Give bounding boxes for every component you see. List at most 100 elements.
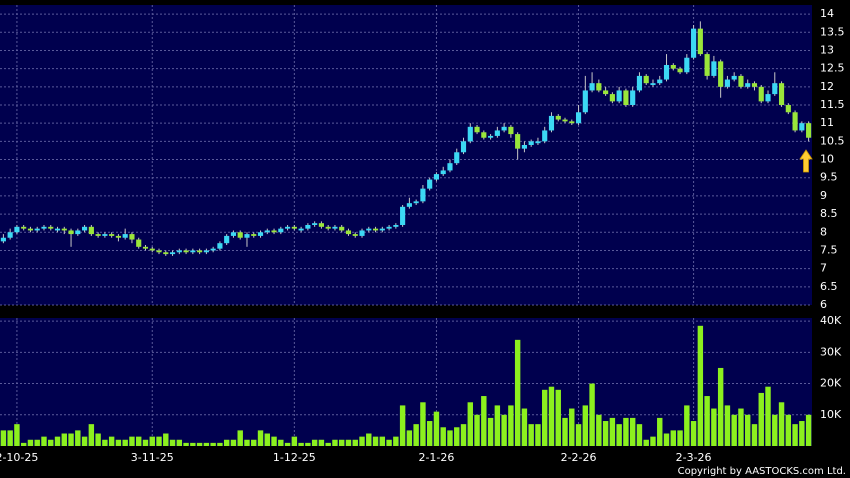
y-tick-label: 8 — [820, 225, 827, 238]
volume-bar — [176, 439, 183, 446]
candle-body — [745, 83, 751, 87]
candle-body — [731, 75, 737, 80]
candle-body — [589, 83, 595, 91]
candle-body — [460, 141, 467, 153]
candle-body — [440, 170, 446, 175]
volume-bar — [501, 414, 507, 446]
candle-body — [34, 228, 40, 231]
volume-bar — [474, 414, 480, 446]
volume-bar — [562, 417, 568, 446]
candle-body — [345, 230, 352, 235]
volume-bar — [799, 421, 805, 446]
candle-body — [650, 83, 656, 85]
volume-bar — [772, 414, 778, 446]
candle-body — [7, 232, 13, 238]
volume-bar — [548, 386, 555, 446]
candle-body — [697, 28, 703, 55]
y2-tick-label: 40K — [820, 314, 842, 327]
volume-bar — [406, 430, 413, 446]
volume-bar — [325, 442, 331, 446]
volume-bar — [345, 439, 352, 446]
volume-bar — [190, 442, 196, 446]
volume-bar — [778, 402, 785, 446]
y-tick-label: 11 — [820, 116, 834, 129]
volume-bar — [447, 430, 453, 446]
candle-body — [406, 203, 412, 207]
volume-bar — [298, 442, 304, 446]
volume-bar — [494, 405, 501, 446]
candle-body — [386, 226, 392, 229]
volume-bar — [264, 433, 270, 446]
volume-bar — [372, 436, 379, 446]
volume-bar — [481, 396, 487, 446]
y-tick-label: 12 — [820, 80, 834, 93]
candle-body — [115, 235, 121, 238]
volume-bar — [244, 439, 250, 446]
volume-bar — [379, 436, 386, 446]
volume-bar — [14, 424, 20, 446]
candle-body — [332, 226, 338, 229]
candle-body — [792, 112, 798, 131]
volume-bar — [318, 439, 325, 446]
y-tick-label: 10 — [820, 153, 834, 166]
volume-bar — [352, 439, 358, 446]
volume-bar — [677, 430, 683, 446]
candle-body — [203, 250, 209, 253]
volume-bar — [108, 436, 115, 446]
candle-body — [82, 226, 88, 231]
volume-bar — [555, 389, 561, 446]
volume-bar — [575, 424, 582, 446]
volume-bar — [535, 424, 541, 446]
candle-body — [217, 243, 223, 249]
volume-bar — [230, 439, 237, 446]
volume-bar — [223, 439, 230, 446]
copyright: Copyright by AASTOCKS.com Ltd. — [678, 466, 846, 477]
candle-body — [569, 121, 575, 124]
candle-body — [501, 126, 507, 131]
candle-body — [663, 65, 670, 80]
volume-bar — [609, 417, 616, 446]
volume-bar — [149, 436, 155, 446]
volume-bar — [169, 439, 176, 446]
candle-body — [264, 230, 270, 233]
volume-bar — [596, 414, 602, 446]
candle-body — [718, 61, 724, 87]
volume-bar — [27, 439, 34, 446]
candle-body — [562, 119, 568, 122]
candle-body — [136, 239, 142, 247]
volume-bar — [420, 402, 426, 446]
volume-bar — [68, 433, 74, 446]
y-tick-label: 13 — [820, 43, 834, 56]
candle-body — [278, 228, 284, 233]
candle-body — [474, 126, 480, 133]
candle-body — [54, 228, 61, 231]
volume-bar — [629, 417, 636, 446]
candle-body — [413, 201, 419, 204]
candle-body — [318, 223, 324, 227]
x-tick-label: 3-11-25 — [131, 451, 174, 464]
candle-body — [122, 234, 128, 238]
volume-bar — [765, 386, 771, 446]
candle-body — [494, 130, 500, 136]
candle-body — [521, 145, 527, 149]
volume-bar — [34, 439, 40, 446]
candle-body — [677, 68, 683, 73]
volume-panel — [0, 318, 812, 446]
volume-bar — [393, 436, 399, 446]
candle-body — [582, 90, 588, 113]
volume-bar — [311, 439, 318, 446]
volume-bar — [386, 439, 392, 446]
volume-bar — [210, 442, 216, 446]
x-tick-label: 2-1-26 — [418, 451, 454, 464]
candle-body — [420, 188, 426, 202]
candle-body — [95, 234, 101, 236]
volume-bar — [589, 383, 595, 446]
volume-bar — [697, 325, 704, 446]
volume-bar — [122, 439, 128, 446]
candle-body — [183, 250, 189, 253]
volume-bar — [305, 442, 311, 446]
volume-bar — [440, 427, 446, 446]
volume-bar — [75, 430, 81, 446]
price-panel — [0, 5, 812, 305]
volume-bar — [623, 417, 629, 446]
